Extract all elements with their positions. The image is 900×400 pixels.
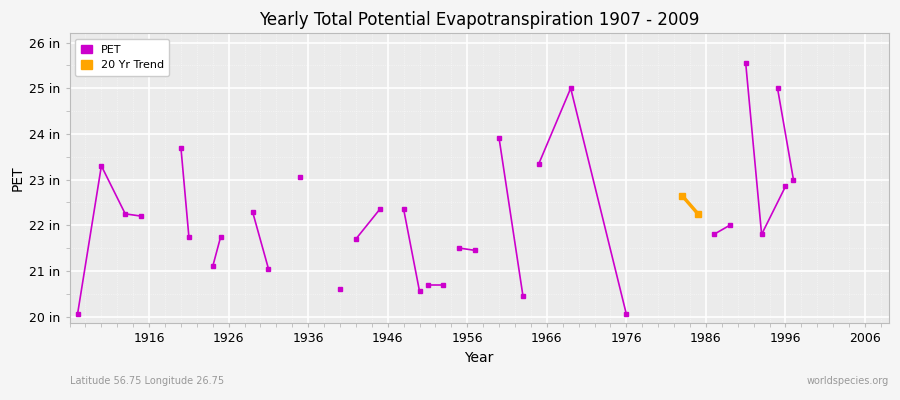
Legend: PET, 20 Yr Trend: PET, 20 Yr Trend bbox=[75, 39, 169, 76]
Text: worldspecies.org: worldspecies.org bbox=[806, 376, 889, 386]
Text: Latitude 56.75 Longitude 26.75: Latitude 56.75 Longitude 26.75 bbox=[69, 376, 224, 386]
Title: Yearly Total Potential Evapotranspiration 1907 - 2009: Yearly Total Potential Evapotranspiratio… bbox=[259, 11, 699, 29]
X-axis label: Year: Year bbox=[464, 351, 494, 365]
Y-axis label: PET: PET bbox=[11, 166, 25, 191]
